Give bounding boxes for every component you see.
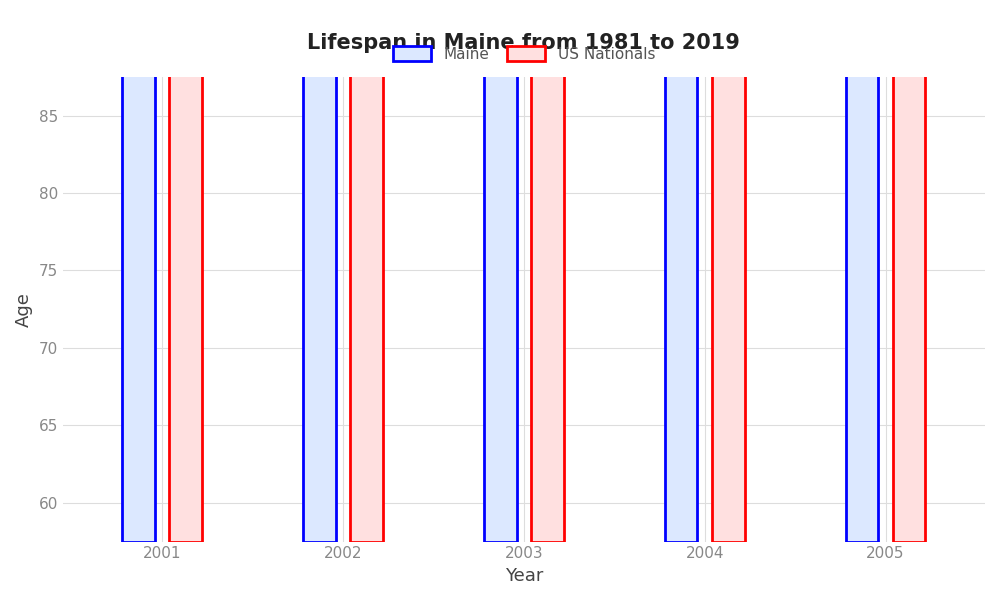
Title: Lifespan in Maine from 1981 to 2019: Lifespan in Maine from 1981 to 2019 bbox=[307, 33, 740, 53]
Bar bbox=[303, 0, 336, 542]
Bar bbox=[122, 0, 155, 542]
Bar bbox=[484, 0, 517, 542]
Bar bbox=[531, 0, 564, 542]
Legend: Maine, US Nationals: Maine, US Nationals bbox=[385, 38, 663, 69]
Y-axis label: Age: Age bbox=[15, 292, 33, 326]
X-axis label: Year: Year bbox=[505, 567, 543, 585]
Bar bbox=[169, 0, 202, 542]
Bar bbox=[665, 0, 697, 542]
Bar bbox=[350, 0, 383, 542]
Bar bbox=[712, 0, 745, 542]
Bar bbox=[893, 0, 925, 542]
Bar bbox=[846, 0, 878, 542]
